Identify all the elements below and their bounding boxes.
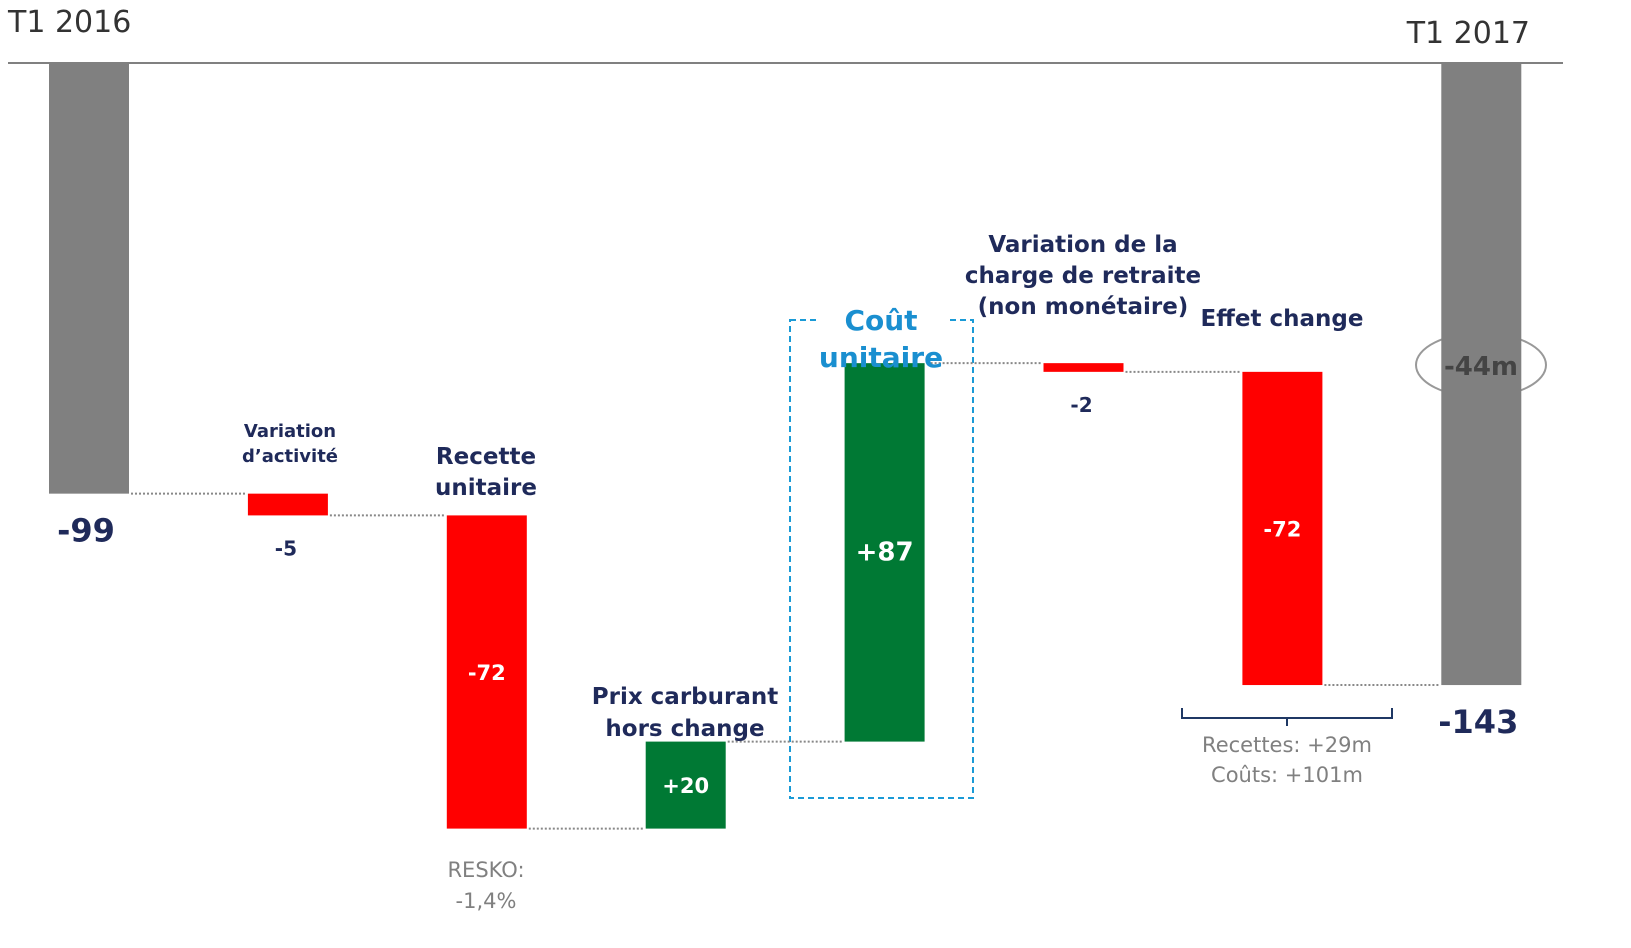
- category-label: Prix carburant hors change: [592, 684, 779, 742]
- bar: [446, 515, 527, 829]
- bar: [645, 741, 726, 829]
- category-label: Variation de la charge de retraite (non mo…: [965, 232, 1201, 320]
- category-label: Effet change: [1201, 306, 1364, 332]
- bar: [247, 493, 328, 516]
- annotation: -44m: [1444, 352, 1518, 382]
- value-label: -5: [275, 536, 297, 560]
- annotation: Recettes: +29m Coûts: +101m: [1202, 733, 1372, 787]
- category-label: T1 2016: [7, 5, 131, 40]
- value-label: -143: [1438, 703, 1518, 741]
- bar: [844, 363, 925, 742]
- annotation: RESKO: -1,4%: [447, 858, 524, 913]
- bar: [1242, 371, 1323, 686]
- value-label: -99: [57, 512, 115, 550]
- category-label: T1 2017: [1406, 16, 1530, 51]
- value-label: +87: [856, 537, 914, 567]
- brace: [1181, 708, 1393, 726]
- value-label: +20: [662, 774, 709, 798]
- category-label: Variation d’activité: [242, 421, 338, 467]
- value-label: -72: [468, 661, 506, 685]
- value-label: -2: [1070, 393, 1092, 417]
- category-label: Recette unitaire: [435, 444, 537, 501]
- bar: [1441, 63, 1522, 686]
- category-label: Coût unitaire: [819, 304, 943, 374]
- value-label: -72: [1263, 517, 1301, 541]
- bar: [1043, 363, 1124, 372]
- bar: [49, 63, 129, 494]
